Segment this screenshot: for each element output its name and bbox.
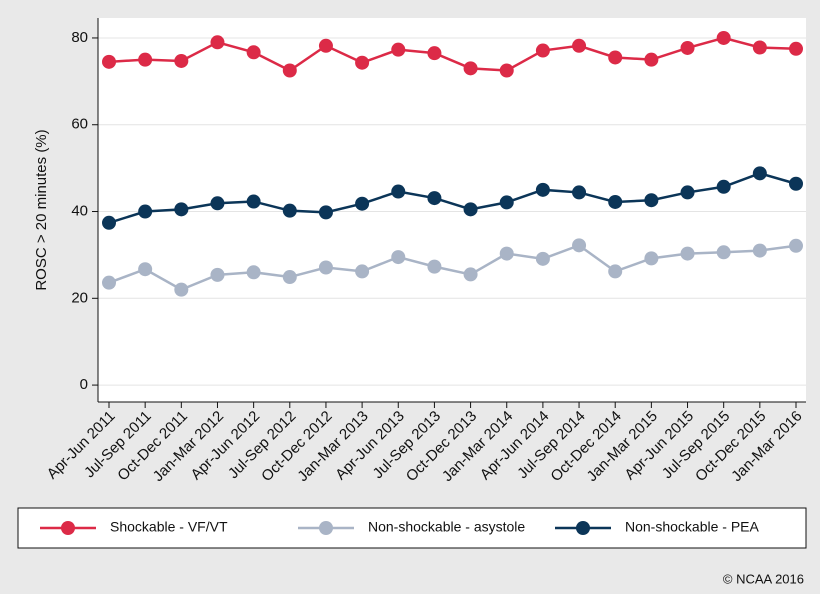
legend-label: Non-shockable - asystole [368,519,525,535]
marker [499,195,514,210]
marker [680,246,695,261]
marker [716,30,731,45]
marker [138,52,153,67]
marker [572,185,587,200]
marker [427,191,442,206]
marker [427,46,442,61]
legend-box [17,507,807,549]
marker [355,55,370,70]
marker [535,43,550,58]
marker [535,182,550,197]
y-tick-label: 0 [80,376,88,393]
plot-area [98,18,806,402]
marker [716,179,731,194]
marker [608,194,623,209]
marker [644,52,659,67]
marker [499,246,514,261]
marker [499,63,514,78]
marker [246,194,261,209]
marker [716,245,731,260]
marker [210,35,225,50]
marker [752,166,767,181]
marker [463,202,478,217]
marker [680,185,695,200]
marker [174,282,189,297]
marker [138,262,153,277]
marker [391,42,406,57]
marker [102,215,116,230]
legend-marker [576,521,590,535]
marker [174,202,189,217]
y-tick-label: 20 [71,289,88,306]
marker [174,53,189,68]
y-axis-label: ROSC > 20 minutes (%) [33,129,50,290]
marker [282,203,297,218]
marker [789,176,803,191]
legend-label: Non-shockable - PEA [625,519,760,535]
marker [644,251,659,266]
legend-marker [61,521,75,535]
marker [752,40,767,55]
marker [102,275,116,290]
marker [391,184,406,199]
marker [102,54,116,69]
marker [355,196,370,211]
marker [463,267,478,282]
marker [535,251,550,266]
marker [355,264,370,279]
annotation: © NCAA 2016 [723,571,804,586]
marker [318,205,333,220]
marker [282,270,297,285]
marker [246,265,261,280]
y-tick-label: 80 [71,29,88,46]
marker [318,38,333,53]
marker [572,238,587,253]
legend-label: Shockable - VF/VT [110,519,228,535]
marker [210,196,225,211]
marker [210,267,225,282]
marker [680,40,695,55]
legend-marker [319,521,333,535]
marker [318,260,333,275]
y-tick-label: 40 [71,202,88,219]
marker [752,243,767,258]
marker [789,41,803,56]
y-tick-label: 60 [71,116,88,133]
marker [282,63,297,78]
marker [138,204,153,219]
marker [644,193,659,208]
marker [608,264,623,279]
marker [427,259,442,274]
marker [391,250,406,265]
marker [572,38,587,53]
marker [463,61,478,76]
marker [246,45,261,60]
marker [608,50,623,65]
marker [789,238,803,253]
